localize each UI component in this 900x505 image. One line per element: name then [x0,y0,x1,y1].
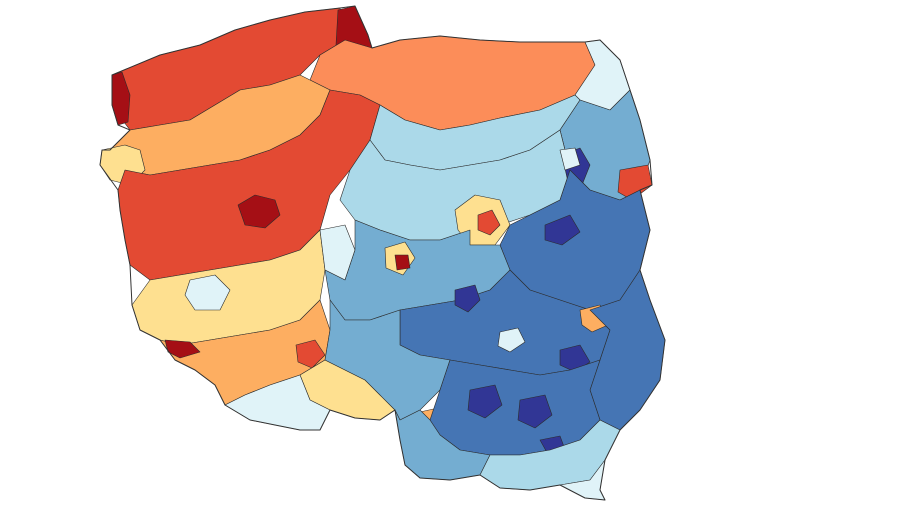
district [467,384,503,419]
district [394,254,411,271]
district [454,284,481,313]
district [544,214,581,246]
district [477,209,501,236]
district [237,194,281,229]
district [497,327,526,353]
district [617,164,653,201]
district [517,394,553,429]
district [429,359,601,456]
district [559,147,581,171]
central-east-blue-region [324,39,666,501]
district [117,89,381,281]
country-border [99,5,666,501]
district [184,274,231,311]
district [295,339,326,369]
